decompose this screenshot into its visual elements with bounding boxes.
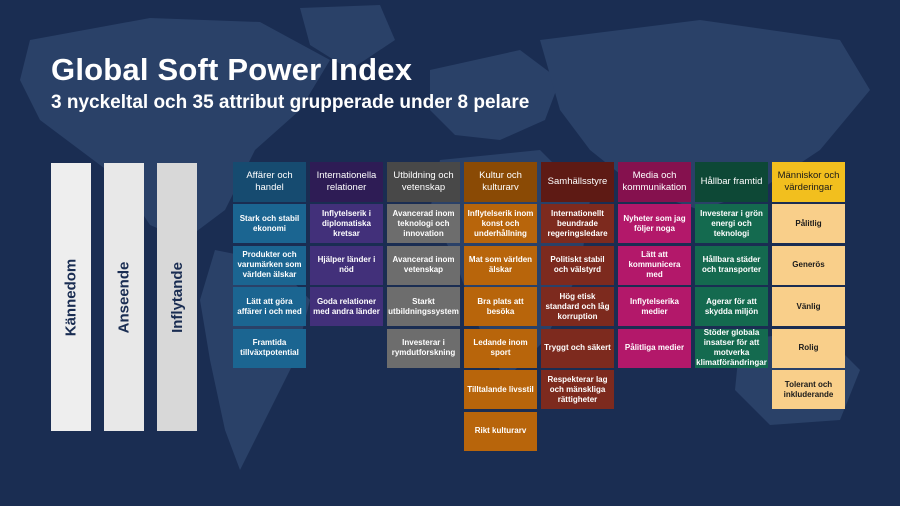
attribute-cell: Avancerad inom vetenskap — [387, 245, 460, 285]
pillar-header: Kultur och kulturarv — [464, 162, 537, 202]
attribute-cell: Politiskt stabil och välstyrd — [541, 245, 614, 285]
attribute-cell: Hållbara städer och transporter — [695, 245, 768, 285]
metric-anseende: Anseende — [104, 163, 144, 431]
attribute-cell: Tryggt och säkert — [541, 328, 614, 368]
pillar-header: Affärer och handel — [233, 162, 306, 202]
metric-label: Anseende — [115, 261, 133, 333]
attribute-cell: Nyheter som jag följer noga — [618, 204, 691, 243]
attribute-cell: Internationellt beundrade regeringsledar… — [541, 204, 614, 243]
attribute-cell: Produkter och varumärken som världen äls… — [233, 245, 306, 285]
page-title: Global Soft Power Index — [51, 52, 413, 87]
attribute-cell: Pålitlig — [772, 204, 845, 243]
attribute-cell: Tolerant och inkluderande — [772, 370, 845, 409]
metric-kannedom: Kännedom — [51, 163, 91, 431]
attribute-cell: Inflytelserika medier — [618, 287, 691, 326]
attribute-cell: Hjälper länder i nöd — [310, 245, 383, 285]
pillar-header: Internationella relationer — [310, 162, 383, 202]
attribute-cell: Rolig — [772, 328, 845, 368]
attribute-cell: Avancerad inom teknologi och innovation — [387, 204, 460, 243]
attribute-cell: Tilltalande livsstil — [464, 370, 537, 409]
attribute-cell: Lätt att kommunicera med — [618, 245, 691, 285]
attribute-cell: Rikt kulturarv — [464, 411, 537, 451]
attribute-cell: Respekterar lag och mänskliga rättighete… — [541, 370, 614, 409]
attribute-cell: Inflytelserik i diplomatiska kretsar — [310, 204, 383, 243]
attribute-cell: Pålitliga medier — [618, 328, 691, 368]
attribute-cell: Stöder globala insatser för att motverka… — [695, 328, 768, 368]
attribute-cell: Agerar för att skydda miljön — [695, 287, 768, 326]
attribute-cell: Investerar i rymdutforskning — [387, 328, 460, 368]
metric-label: Inflytande — [168, 261, 186, 333]
attribute-cell: Goda relationer med andra länder — [310, 287, 383, 326]
attribute-cell: Vänlig — [772, 287, 845, 326]
attribute-cell: Bra plats att besöka — [464, 287, 537, 326]
attribute-cell: Stark och stabil ekonomi — [233, 204, 306, 243]
attribute-cell: Mat som världen älskar — [464, 245, 537, 285]
attribute-cell: Framtida tillväxtpotential — [233, 328, 306, 368]
attribute-cell: Lätt att göra affärer i och med — [233, 287, 306, 326]
pillar-header: Utbildning och vetenskap — [387, 162, 460, 202]
attribute-cell: Inflytelserik inom konst och underhållni… — [464, 204, 537, 243]
attribute-cell: Generös — [772, 245, 845, 285]
attribute-cell: Investerar i grön energi och teknologi — [695, 204, 768, 243]
metric-inflytande: Inflytande — [157, 163, 197, 431]
attribute-cell: Hög etisk standard och låg korruption — [541, 287, 614, 326]
attribute-cell: Starkt utbildningssystem — [387, 287, 460, 326]
attribute-cell: Ledande inom sport — [464, 328, 537, 368]
pillar-header: Människor och värderingar — [772, 162, 845, 202]
page-subtitle: 3 nyckeltal och 35 attribut grupperade u… — [51, 92, 530, 113]
pillar-header: Media och kommunikation — [618, 162, 691, 202]
pillar-header: Hållbar framtid — [695, 162, 768, 202]
metric-label: Kännedom — [62, 258, 80, 336]
pillar-header: Samhällsstyre — [541, 162, 614, 202]
